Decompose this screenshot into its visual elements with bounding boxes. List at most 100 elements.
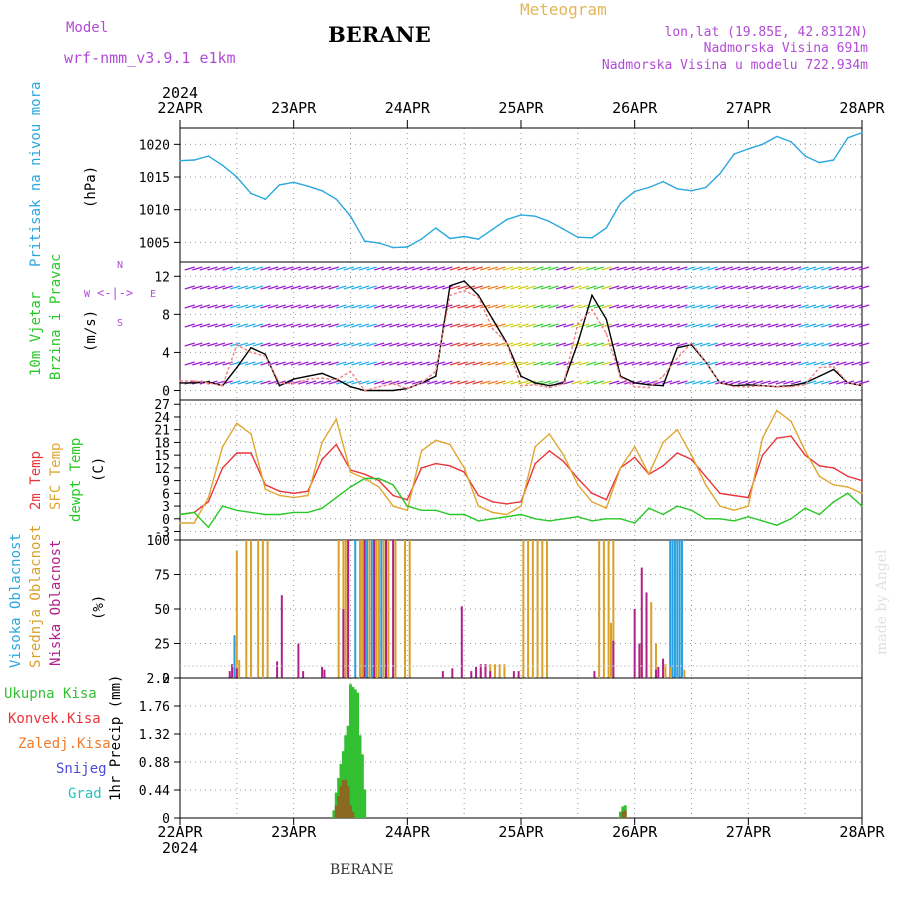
time-tick-top: 27APR	[726, 99, 772, 117]
y-tick-label: 27	[154, 398, 170, 413]
wind-barb	[714, 361, 726, 366]
wind-barb	[267, 323, 279, 328]
wind-barb	[260, 323, 271, 328]
wind-barb	[699, 285, 711, 290]
wind-barb	[677, 323, 688, 328]
wind-barb	[692, 380, 703, 385]
wind-barb	[434, 342, 445, 347]
wind-gust-point	[761, 384, 764, 387]
temp-dewpoint-point	[392, 484, 394, 486]
temp-sfc-point	[548, 433, 551, 435]
clouds-mid-bar	[361, 540, 364, 678]
wind-barb	[714, 342, 726, 347]
wind-barb	[313, 380, 324, 385]
wind-barb	[411, 323, 423, 328]
wind-barb	[737, 266, 749, 271]
clouds-low-bar	[517, 671, 520, 678]
wind-barb	[692, 266, 703, 271]
wind-barb	[510, 323, 521, 328]
wind-gust-point	[818, 366, 821, 369]
clouds-mid-bar	[654, 643, 657, 678]
temp-2m-point	[335, 443, 338, 446]
wind-barb	[343, 342, 355, 347]
clouds-mid-bar	[650, 602, 653, 678]
wind-speed-point	[378, 389, 380, 392]
wind-barb	[252, 304, 264, 309]
wind-barb	[760, 361, 771, 366]
wind-barb	[836, 323, 847, 328]
wind-barb	[540, 380, 552, 385]
wind-barb	[290, 285, 302, 290]
wind-barb	[457, 361, 468, 366]
y-tick-label: 1020	[139, 138, 170, 153]
wind-barb	[616, 285, 627, 290]
pressure-point	[378, 242, 380, 244]
wind-barb	[851, 285, 862, 290]
wind-barb	[320, 342, 332, 347]
wind-barb	[351, 361, 362, 366]
temp-sfc-point	[676, 428, 679, 431]
wind-barb	[457, 266, 468, 271]
wind-barb	[593, 266, 605, 271]
wind-gust-point	[534, 383, 537, 386]
wind-barb	[654, 266, 665, 271]
wind-speed-point	[591, 294, 593, 297]
wind-barb	[798, 342, 809, 347]
wind-speed-point	[449, 284, 451, 287]
wind-barb	[457, 285, 468, 290]
clouds-high-bar	[676, 540, 679, 678]
wind-barb	[396, 380, 408, 385]
wind-barb	[298, 342, 309, 347]
wind-barb	[381, 285, 392, 290]
wind-barb	[783, 361, 794, 366]
clouds-mid-bar	[266, 540, 269, 678]
wind-barb	[805, 361, 817, 366]
clouds-low-bar	[512, 671, 515, 678]
temp-sfc-point	[207, 496, 210, 499]
wind-barb	[858, 380, 870, 385]
wind-gust-point	[790, 385, 792, 388]
wind-barb	[419, 361, 430, 366]
wind-barb	[593, 285, 605, 290]
wind-gust-point	[179, 380, 181, 382]
temp-sfc-point	[449, 443, 451, 446]
wind-barb	[737, 285, 749, 290]
temp-sfc-point	[733, 509, 735, 512]
wind-barb	[836, 361, 847, 366]
wind-barb	[404, 266, 415, 271]
pressure-point	[292, 181, 295, 184]
wind-barb	[351, 380, 362, 385]
pressure-point	[733, 153, 735, 155]
y-tick-label: 0.44	[139, 784, 170, 799]
precipitation-convective-bar	[346, 786, 350, 818]
wind-barb	[858, 285, 870, 290]
wind-gust-point	[690, 342, 693, 344]
wind-gust-point	[719, 382, 721, 384]
wind-barb	[783, 285, 794, 290]
wind-barb	[336, 342, 347, 347]
wind-barb	[593, 323, 605, 328]
wind-speed-point	[278, 384, 281, 387]
wind-barb	[449, 361, 461, 366]
wind-barb	[639, 304, 650, 309]
temp-2m-point	[491, 501, 494, 503]
precipitation-total-bar	[351, 686, 355, 818]
y-tick-label: -3	[154, 526, 170, 541]
pressure-point	[278, 184, 281, 186]
wind-barb	[745, 323, 756, 328]
wind-barb	[768, 323, 779, 328]
clouds-low-bar	[280, 595, 283, 678]
wind-speed-point	[236, 366, 238, 369]
wind-barb	[669, 304, 680, 309]
wind-barb	[745, 342, 756, 347]
wind-barb	[207, 342, 218, 347]
wind-barb	[639, 266, 650, 271]
wind-barb	[699, 266, 711, 271]
wind-barb	[563, 323, 574, 328]
y-tick-label: 0	[162, 384, 170, 399]
wind-barb	[427, 361, 438, 366]
wind-gust-point	[605, 332, 608, 335]
wind-barb	[631, 342, 643, 347]
clouds-mid-bar	[503, 664, 506, 678]
pressure-point	[761, 143, 764, 146]
